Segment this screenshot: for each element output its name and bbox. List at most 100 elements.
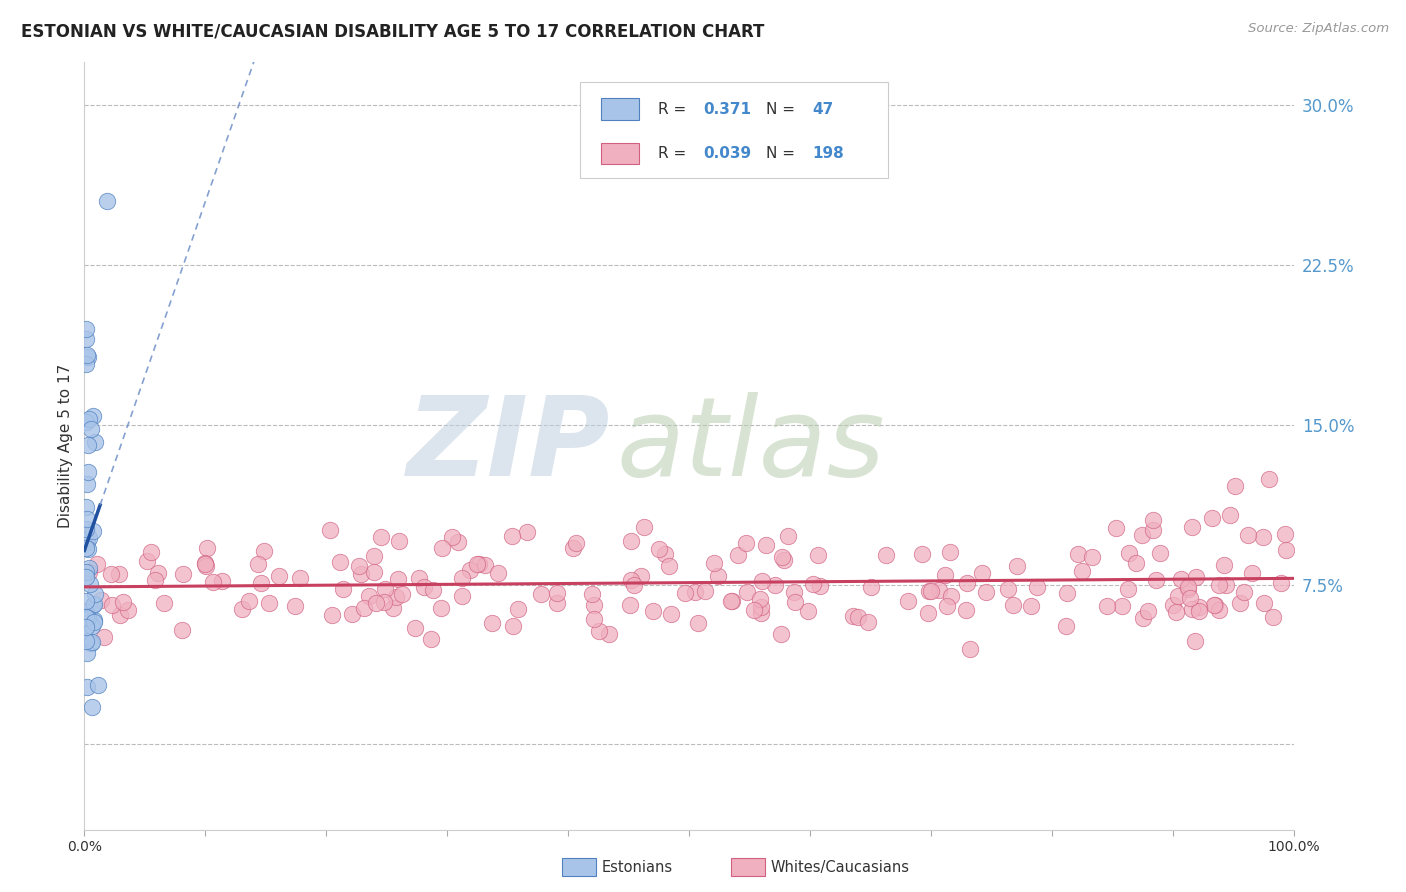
Point [997, 582, 1019, 597]
Point [340, 607, 363, 622]
Point [897, 593, 920, 607]
Point [440, 530, 463, 544]
Point [1180, 591, 1202, 606]
Point [1188, 599, 1211, 614]
Point [749, 606, 772, 620]
Point [391, 587, 413, 601]
Point [1111, 599, 1133, 614]
Point [1005, 558, 1028, 573]
Point [763, 578, 786, 592]
Point [530, 587, 553, 601]
Point [82, 409, 104, 423]
Point [364, 596, 387, 610]
Point [734, 535, 756, 549]
Point [1081, 550, 1104, 565]
Point [938, 544, 960, 558]
Point [83, 597, 105, 611]
Point [1161, 598, 1184, 612]
Point [257, 596, 280, 610]
Point [561, 541, 583, 555]
Point [83, 434, 105, 449]
Point [76, 610, 98, 624]
Point [936, 599, 959, 614]
Point [195, 541, 218, 556]
Point [75, 620, 97, 634]
Point [76, 350, 98, 364]
Point [77, 565, 100, 579]
Point [751, 574, 773, 588]
Point [1263, 610, 1285, 624]
Point [1208, 603, 1230, 617]
Point [381, 601, 404, 615]
Point [75, 619, 97, 633]
Point [84, 587, 107, 601]
Point [619, 598, 641, 612]
Point [422, 583, 444, 598]
FancyBboxPatch shape [581, 81, 889, 178]
Point [75, 415, 97, 429]
Point [1188, 604, 1211, 618]
Point [1219, 508, 1241, 522]
Point [1184, 633, 1206, 648]
Point [842, 608, 865, 623]
Point [1215, 578, 1237, 592]
Point [1166, 605, 1188, 619]
Point [1170, 572, 1192, 586]
Point [269, 569, 291, 583]
Point [77, 465, 100, 479]
Point [546, 586, 568, 600]
Point [321, 607, 343, 622]
Point [808, 579, 831, 593]
Point [1275, 543, 1298, 558]
Point [486, 566, 509, 580]
Point [1181, 519, 1204, 533]
Point [249, 576, 271, 591]
Point [76, 477, 98, 491]
Point [80, 635, 103, 649]
Point [135, 554, 157, 568]
Point [347, 559, 370, 574]
Point [755, 538, 778, 552]
Point [735, 585, 758, 599]
Point [82, 700, 104, 714]
Point [911, 547, 934, 561]
Point [769, 627, 792, 641]
Point [404, 621, 426, 635]
Point [1019, 599, 1042, 614]
Point [86, 558, 108, 572]
Point [1056, 585, 1078, 599]
Point [1132, 611, 1154, 625]
Point [693, 584, 716, 599]
Point [970, 566, 993, 580]
Point [860, 580, 883, 594]
Point [1257, 472, 1279, 486]
Point [546, 596, 568, 610]
Point [1223, 479, 1246, 493]
Point [1167, 589, 1189, 603]
Point [76, 681, 98, 695]
Point [1149, 546, 1171, 560]
Point [1142, 513, 1164, 527]
Point [75, 541, 97, 556]
Point [772, 550, 794, 565]
Point [1054, 619, 1077, 633]
Point [374, 582, 396, 596]
Point [211, 574, 233, 589]
Point [583, 611, 606, 625]
Point [373, 594, 395, 608]
Point [620, 533, 643, 548]
Point [1202, 598, 1225, 612]
Point [75, 594, 97, 608]
Point [387, 572, 409, 586]
Text: N =: N = [766, 146, 800, 161]
Point [508, 602, 530, 616]
Point [100, 567, 122, 582]
Point [703, 557, 725, 571]
Y-axis label: Disability Age 5 to 17: Disability Age 5 to 17 [58, 364, 73, 528]
Point [172, 624, 194, 638]
Point [1125, 556, 1147, 570]
Point [630, 568, 652, 582]
Point [420, 632, 443, 646]
Point [80, 619, 103, 633]
Point [79, 576, 101, 591]
